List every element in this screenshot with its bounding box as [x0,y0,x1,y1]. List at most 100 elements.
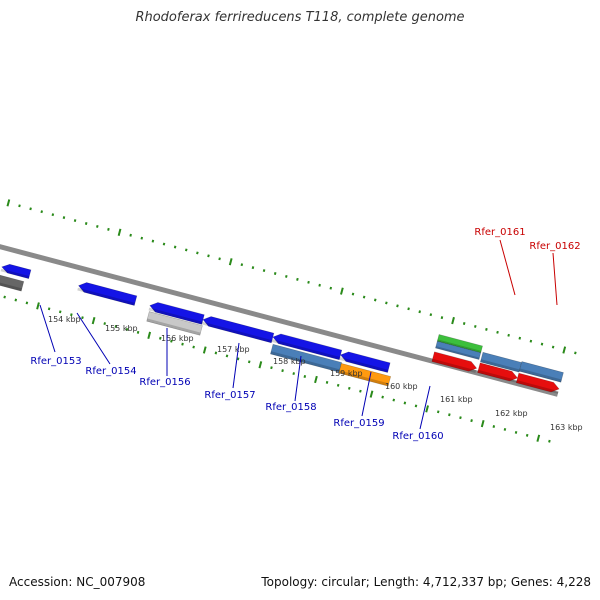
inner-tick-major [36,302,40,310]
inner-tick-minor [136,330,140,334]
outer-tick-minor [351,292,355,296]
gene-label: Rfer_0159 [333,418,384,429]
cds-rfer-0156-shade [77,287,136,306]
map-title: Rhodoferax ferrireducens T118, complete … [135,10,465,25]
outer-tick-minor [262,269,266,273]
outer-tick-minor [529,339,533,343]
scale-label: 161 kbp [440,395,473,404]
gene-label-leader [294,355,302,402]
outer-tick-minor [129,233,132,237]
inner-tick-major [91,316,96,325]
inner-tick-minor [181,342,184,346]
outer-tick-minor [240,263,244,267]
outer-tick-minor [462,322,466,325]
scale-labels: 154 kbp 155 kbp 156 kbp 157 kbp 158 kbp 159 k… [48,315,583,432]
outer-tick-minor [40,210,44,214]
cds-rfer-0162b-shade [477,369,517,383]
inner-tick-minor [514,430,518,434]
cds-rfer-0162-shade [480,359,520,373]
outer-tick-major [117,228,122,236]
cds-rfer-0162b [477,362,519,382]
outer-tick-track [6,199,577,355]
inner-tick-minor [448,413,451,417]
outer-tick-minor [251,266,255,270]
outer-tick-minor [96,224,99,228]
outer-tick-minor [485,327,488,331]
outer-tick-major [6,199,11,207]
inner-tick-minor [392,398,396,402]
cds-rfer-0158b-shade [339,357,389,373]
cds-rfer-0161-shade [437,339,482,353]
inner-tick-major [258,361,263,369]
inner-tick-minor [247,360,251,364]
outer-tick-minor [407,307,410,311]
inner-tick-minor [436,410,440,414]
scale-label: 154 kbp [48,315,81,324]
cds-rfer-0160 [338,363,392,387]
inner-tick-minor [159,336,162,340]
inner-tick-minor [359,389,362,393]
gene-label: Rfer_0156 [139,377,190,388]
cds-rfer-0156 [78,282,138,306]
outer-tick-major [451,316,455,325]
outer-tick-minor [207,254,210,258]
inner-tick-minor [503,428,507,431]
rna-rfer-0155 [0,274,25,292]
outer-tick-minor [474,324,477,328]
cds-rfer-0163b [515,372,560,393]
inner-tick-minor [403,401,407,405]
outer-tick-minor [184,248,188,252]
gene-label-leader [552,252,558,306]
inner-tick-major [536,434,541,442]
inner-tick-minor [303,375,307,378]
cds-rfer-0161c [431,351,478,372]
inner-tick-minor [236,357,240,361]
inner-tick-minor [492,425,496,428]
cds-rfer-0158 [272,333,343,361]
cds-rfer-0157b [202,316,275,344]
cds-rfer-0162 [480,351,522,373]
inner-tick-minor [525,433,529,437]
outer-tick-minor [496,330,499,334]
outer-tick-minor [329,286,333,290]
inner-tick-minor [459,416,462,420]
cds-rfer-0158-shade [271,339,340,360]
inner-tick-minor [292,372,295,376]
outer-tick-minor [273,272,277,275]
inner-tick-minor [281,369,284,373]
inner-tick-minor [548,439,551,443]
gene-label-leader [232,342,240,389]
scale-label: 162 kbp [495,409,528,418]
gene-label-leader [419,385,431,430]
inner-tick-minor [58,310,62,314]
outer-tick-minor [51,213,55,217]
outer-tick-minor [73,219,77,223]
cds-rfer-0163b-shade [516,380,559,394]
cds-rfer-0159 [270,343,343,373]
cds-rfer-0161b-shade [435,346,480,360]
inner-tick-minor [3,295,6,299]
gene-label-leader [39,304,56,353]
outer-tick-minor [62,216,66,220]
outer-tick-minor [84,222,88,225]
inner-tick-major [314,375,318,384]
cds-rfer-0163-shade [519,368,562,383]
outer-tick-minor [107,227,110,231]
outer-tick-minor [440,316,444,320]
cds-rfer-0157b-shade [201,321,273,343]
outer-tick-minor [418,310,422,314]
scale-label: 157 kbp [217,345,250,354]
inner-tick-minor [225,354,229,358]
outer-tick-minor [196,251,199,255]
inner-tick-track [3,295,551,443]
outer-tick-major [228,258,233,266]
outer-tick-minor [151,239,155,243]
scale-label: 155 kbp [105,324,138,333]
cds-rfer-0154-shade [0,268,30,279]
outer-tick-minor [551,345,555,349]
gene-label-leader [76,312,111,365]
outer-tick-minor [218,257,221,261]
outer-tick-minor [373,298,377,302]
